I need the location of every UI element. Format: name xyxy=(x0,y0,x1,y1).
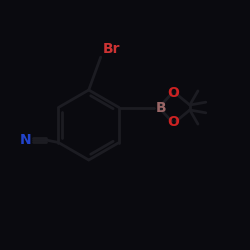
Text: O: O xyxy=(168,116,179,130)
Text: N: N xyxy=(20,133,32,147)
Text: B: B xyxy=(155,100,166,114)
Text: O: O xyxy=(168,86,179,100)
Text: Br: Br xyxy=(103,42,120,56)
